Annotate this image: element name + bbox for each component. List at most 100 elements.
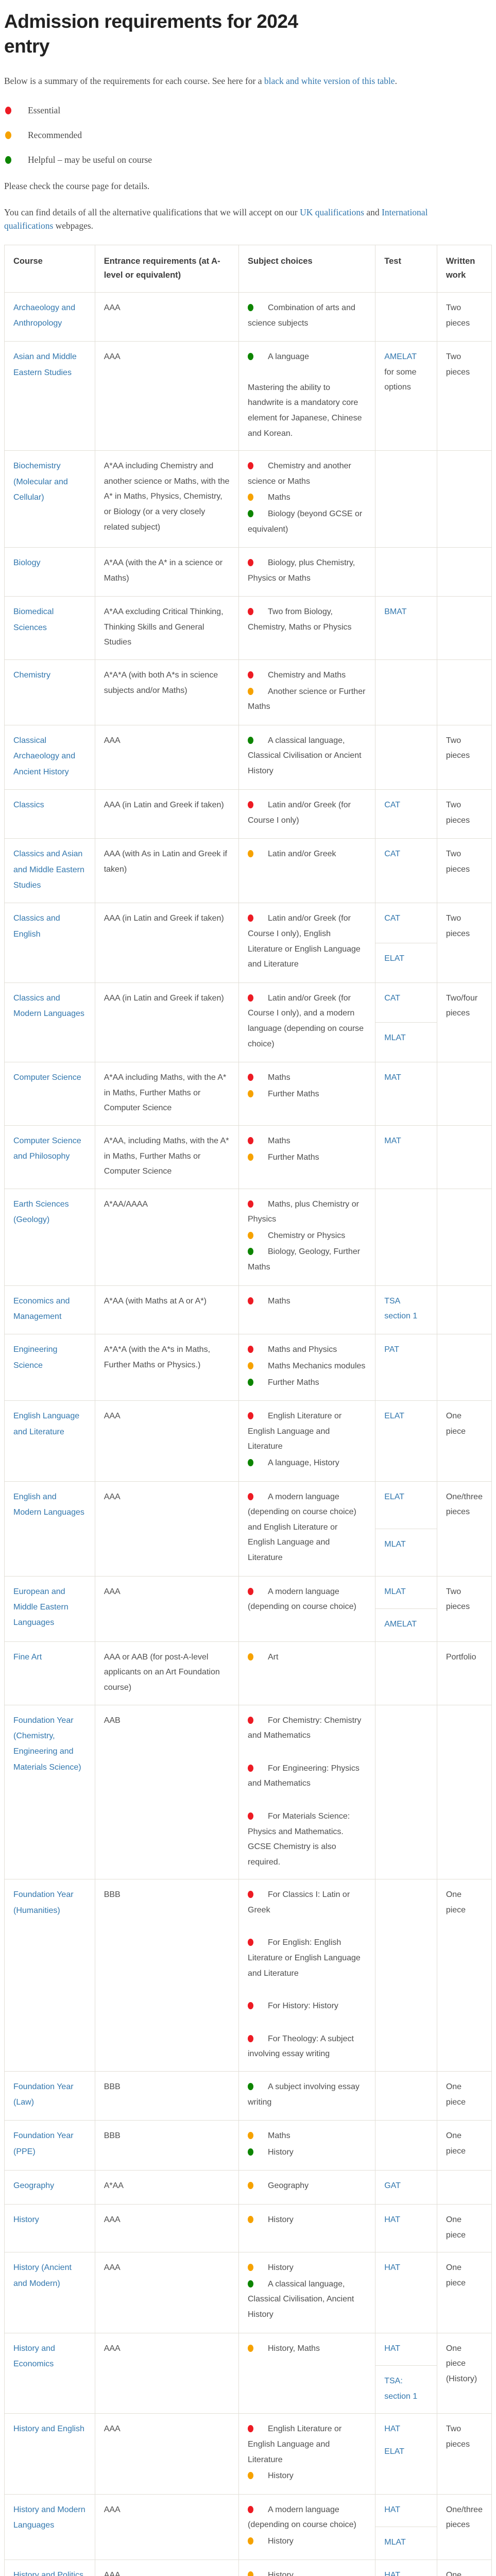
test-link[interactable]: HAT xyxy=(384,2570,401,2576)
course-link[interactable]: Biology xyxy=(13,558,41,568)
test-link[interactable]: MAT xyxy=(384,1073,401,1082)
course-cell: Foundation Year (Law) xyxy=(4,2071,95,2121)
test-link[interactable]: PAT xyxy=(384,1345,399,1354)
course-link[interactable]: Biomedical Sciences xyxy=(13,607,54,632)
test-cell: MLAT xyxy=(375,2527,437,2560)
course-link[interactable]: Classics and Modern Languages xyxy=(13,993,84,1019)
course-link[interactable]: Engineering Science xyxy=(13,1345,58,1370)
test-link[interactable]: ELAT xyxy=(384,1492,405,1501)
course-link[interactable]: Foundation Year (Humanities) xyxy=(13,1890,74,1915)
table-row: Foundation Year (Humanities) BBB For Class… xyxy=(4,1879,492,2072)
subject-text: Latin and/or Greek (for Course I only) xyxy=(248,801,351,825)
course-link[interactable]: Fine Art xyxy=(13,1652,42,1662)
subjects-cell: Latin and/or Greek (for Course I only), … xyxy=(238,982,376,1063)
course-link[interactable]: Economics and Management xyxy=(13,1296,70,1321)
table-row: Classical Archaeology and Ancient Histor… xyxy=(4,724,492,790)
course-link[interactable]: Geography xyxy=(13,2181,55,2191)
helpful-dot-icon xyxy=(248,1459,253,1466)
international-qualifications-link[interactable]: International qualifications xyxy=(4,207,428,231)
course-link[interactable]: Classical Archaeology and Ancient Histor… xyxy=(13,736,76,776)
subjects-cell: Art xyxy=(238,1641,376,1705)
test-link[interactable]: TSA section 1 xyxy=(384,1296,418,1321)
test-link[interactable]: GAT xyxy=(384,2181,401,2191)
course-link[interactable]: English Language and Literature xyxy=(13,1412,80,1436)
test-link[interactable]: ELAT xyxy=(384,954,405,963)
test-link[interactable]: HAT xyxy=(384,2505,401,2514)
test-link[interactable]: AMELAT xyxy=(384,1620,417,1629)
bw-version-link[interactable]: black and white version of this table xyxy=(264,76,395,87)
subject-choice: Geography xyxy=(248,2178,366,2194)
table-row: Classics and English AAA (in Latin and Gr… xyxy=(4,903,492,983)
course-link[interactable]: Biochemistry (Molecular and Cellular) xyxy=(13,462,68,502)
course-link[interactable]: History xyxy=(13,2215,39,2224)
subject-text: For Materials Science: Physics and Mathe… xyxy=(248,1811,350,1867)
test-link[interactable]: CAT xyxy=(384,993,401,1003)
course-cell: History xyxy=(4,2204,95,2253)
subject-choice: Maths xyxy=(248,1070,366,1086)
subject-choice: Biology, Geology, Further Maths xyxy=(248,1244,366,1275)
test-link[interactable]: BMAT xyxy=(384,607,407,617)
uk-qualifications-link[interactable]: UK qualifications xyxy=(300,207,364,217)
course-cell: English Language and Literature xyxy=(4,1400,95,1482)
subject-text: Biology, plus Chemistry, Physics or Math… xyxy=(248,558,355,583)
test-link[interactable]: CAT xyxy=(384,801,401,810)
test-link[interactable]: ELAT xyxy=(384,1412,405,1421)
test-suffix: for some options xyxy=(384,367,417,392)
course-link[interactable]: History and English xyxy=(13,2425,84,2434)
subjects-cell: A modern language (depending on course c… xyxy=(238,2494,376,2560)
test-link[interactable]: MAT xyxy=(384,1136,401,1145)
written-work-cell: One piece xyxy=(436,1400,492,1482)
intro-text-end: . xyxy=(395,76,397,87)
test-link[interactable]: HAT xyxy=(384,2344,401,2353)
helpful-dot-icon xyxy=(248,303,253,311)
entrance-cell: A*AA xyxy=(94,2170,240,2205)
test-cell: HAT xyxy=(375,2559,437,2576)
course-cell: European and Middle Eastern Languages xyxy=(4,1575,95,1642)
written-work-cell: One/three pieces xyxy=(436,2494,492,2560)
course-link[interactable]: Chemistry xyxy=(13,671,51,680)
entrance-cell: AAA xyxy=(94,2413,240,2495)
entrance-cell: A*AA including Chemistry and another sci… xyxy=(94,450,240,548)
test-link[interactable]: ELAT xyxy=(384,2447,405,2456)
table-row: Biology A*AA (with the A* in a science or… xyxy=(4,547,492,597)
test-link[interactable]: CAT xyxy=(384,850,401,859)
written-work-cell: One piece xyxy=(436,2204,492,2253)
course-link[interactable]: European and Middle Eastern Languages xyxy=(13,1587,69,1628)
column-header: Subject choices xyxy=(238,245,376,293)
course-link[interactable]: Foundation Year (Chemistry, Engineering … xyxy=(13,1716,81,1772)
course-link[interactable]: Foundation Year (PPE) xyxy=(13,2131,74,2156)
course-link[interactable]: Classics and Asian and Middle Eastern St… xyxy=(13,850,84,890)
course-link[interactable]: History and Politics xyxy=(13,2570,84,2576)
course-link[interactable]: Computer Science xyxy=(13,1073,81,1082)
test-link[interactable]: TSA: section 1 xyxy=(384,2377,418,2401)
course-link[interactable]: Archaeology and Anthropology xyxy=(13,303,76,328)
test-link[interactable]: HAT xyxy=(384,2263,401,2273)
requirements-table-1: Course Entrance requirements (at A-level … xyxy=(4,245,492,2576)
course-link[interactable]: Classics and English xyxy=(13,914,60,939)
course-cell: Biomedical Sciences xyxy=(4,596,95,660)
subject-text: Maths xyxy=(268,1296,290,1306)
test-link[interactable]: HAT xyxy=(384,2425,401,2434)
course-link[interactable]: Asian and Middle Eastern Studies xyxy=(13,352,77,377)
subject-text: Art xyxy=(268,1652,279,1662)
course-link[interactable]: Earth Sciences (Geology) xyxy=(13,1199,69,1225)
course-link[interactable]: Classics xyxy=(13,801,44,810)
test-link[interactable]: CAT xyxy=(384,914,401,923)
test-link[interactable]: MLAT xyxy=(384,1033,406,1042)
test-link[interactable]: HAT xyxy=(384,2215,401,2224)
test-cell: HAT xyxy=(375,2204,437,2253)
test-cell: ELAT xyxy=(375,942,437,983)
course-link[interactable]: Foundation Year (Law) xyxy=(13,2082,74,2107)
test-link[interactable]: AMELAT xyxy=(384,352,417,362)
test-link[interactable]: MLAT xyxy=(384,1587,406,1596)
test-link[interactable]: MLAT xyxy=(384,1539,406,1549)
course-link[interactable]: History and Economics xyxy=(13,2344,55,2368)
subject-choice: Latin and/or Greek (for Course I only) xyxy=(248,798,366,828)
test-cell: TSA: section 1 xyxy=(375,2365,437,2414)
course-link[interactable]: Computer Science and Philosophy xyxy=(13,1136,81,1161)
course-link[interactable]: History (Ancient and Modern) xyxy=(13,2263,72,2288)
test-link[interactable]: MLAT xyxy=(384,2538,406,2547)
table-row: English and Modern Languages AAA A modern … xyxy=(4,1481,492,1577)
course-link[interactable]: English and Modern Languages xyxy=(13,1492,84,1517)
course-link[interactable]: History and Modern Languages xyxy=(13,2505,85,2530)
